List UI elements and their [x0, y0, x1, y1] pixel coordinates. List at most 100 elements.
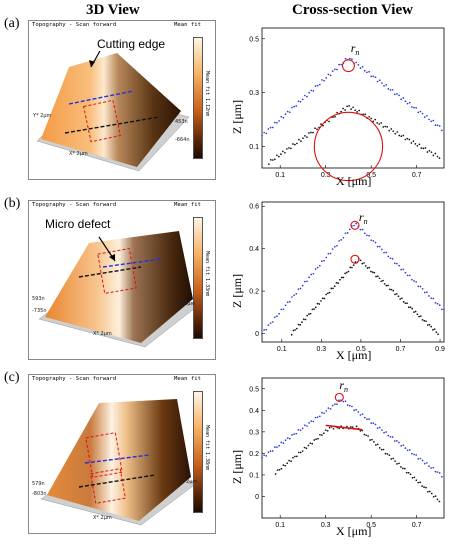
- topography-panel-a: Topography - Scan forward Mean fit Cutti…: [28, 20, 216, 180]
- y-tick-label: 0: [255, 494, 259, 501]
- blue-data-point: [312, 420, 315, 423]
- black-data-point: [367, 435, 369, 437]
- blue-data-point: [316, 416, 319, 419]
- black-data-point: [411, 477, 414, 479]
- blue-data-point: [400, 445, 403, 447]
- black-data-point: [359, 259, 362, 262]
- black-data-point: [267, 163, 270, 166]
- black-data-point: [426, 151, 429, 153]
- blue-data-point: [406, 274, 409, 277]
- blue-data-point: [396, 93, 398, 95]
- black-data-point: [328, 291, 331, 294]
- black-data-point: [382, 126, 385, 128]
- blue-data-point: [299, 429, 302, 432]
- x-tick-label: 0.3: [321, 522, 331, 529]
- blue-data-point: [314, 268, 317, 270]
- black-data-point: [376, 122, 379, 124]
- black-data-point: [346, 425, 348, 428]
- blue-data-point: [372, 75, 375, 78]
- black-data-point: [337, 282, 340, 284]
- blue-data-point: [263, 131, 265, 134]
- black-data-point: [302, 137, 304, 140]
- black-data-point: [394, 132, 397, 135]
- black-data-point: [347, 270, 350, 273]
- black-data-point: [295, 455, 298, 458]
- blue-data-point: [355, 222, 358, 225]
- black-data-point: [404, 302, 407, 305]
- blue-data-point: [441, 129, 443, 132]
- y-axis-title: Z [μm]: [230, 273, 244, 308]
- blue-data-point: [265, 454, 268, 457]
- black-data-point: [305, 447, 308, 450]
- cross-section-plot: 0.1 0.3 0.5 0.7 0.9 0 0.2 0.4 0.6 rn: [249, 201, 445, 353]
- x-axis-label: X* 2μm: [69, 151, 88, 157]
- x-tick-label: 0.5: [366, 172, 376, 179]
- y-tick-label: 0.1: [249, 472, 259, 479]
- black-data-point: [418, 315, 420, 318]
- blue-data-point: [325, 256, 328, 259]
- blue-data-point: [383, 85, 385, 87]
- black-data-point: [308, 132, 310, 134]
- annotation-micro-defect: Micro defect: [43, 217, 113, 231]
- black-data-point: [437, 333, 439, 336]
- topography-title: Topography - Scan forward: [32, 202, 117, 208]
- x-tick-label: 0.7: [412, 172, 422, 179]
- rn-subscript: n: [364, 217, 368, 226]
- black-data-point: [398, 462, 400, 465]
- blue-data-point: [348, 57, 351, 60]
- y-tick-label: 0.2: [249, 289, 259, 296]
- black-data-point: [333, 285, 336, 288]
- black-data-point: [421, 318, 424, 321]
- x-tick-label: 0.3: [321, 172, 331, 179]
- black-data-point: [332, 427, 335, 430]
- blue-data-point: [374, 76, 377, 79]
- blue-data-point: [299, 100, 302, 103]
- blue-data-point: [387, 88, 390, 90]
- blue-data-point: [342, 400, 345, 403]
- blue-data-point: [333, 403, 336, 405]
- blue-data-point: [308, 91, 310, 94]
- blue-data-point: [340, 239, 343, 241]
- black-data-point: [300, 140, 302, 142]
- z-bottom-label: -735n: [32, 308, 47, 314]
- blue-data-point: [265, 132, 268, 135]
- black-data-point: [362, 113, 365, 116]
- blue-data-point: [434, 301, 437, 304]
- black-data-point: [385, 284, 388, 287]
- blue-data-point: [385, 251, 388, 254]
- blue-data-point: [340, 63, 343, 66]
- black-data-point: [313, 439, 316, 441]
- black-data-point: [321, 297, 324, 300]
- black-data-point: [319, 433, 321, 436]
- black-data-point: [306, 314, 309, 317]
- blue-data-point: [306, 280, 308, 283]
- blue-data-point: [404, 100, 407, 103]
- blue-data-point: [361, 228, 364, 231]
- black-data-point: [430, 325, 433, 328]
- plot-frame: [261, 201, 445, 343]
- blue-data-point: [278, 312, 280, 315]
- blue-data-point: [336, 403, 338, 406]
- black-data-point: [340, 110, 342, 113]
- blue-data-point: [374, 241, 377, 244]
- blue-data-point: [288, 300, 291, 303]
- y-tick-label: 0: [255, 331, 259, 338]
- black-data-point: [282, 150, 284, 153]
- black-data-point: [290, 333, 293, 336]
- blue-data-point: [297, 100, 300, 103]
- black-data-point: [390, 458, 393, 460]
- black-data-point: [434, 152, 437, 155]
- black-data-point: [352, 106, 354, 109]
- blue-data-point: [426, 291, 428, 294]
- blue-data-point: [366, 418, 368, 421]
- black-data-point: [314, 127, 316, 130]
- black-data-point: [278, 468, 281, 471]
- blue-data-point: [263, 329, 265, 331]
- x-axis-label: X* 2μm: [93, 515, 112, 521]
- black-data-point: [438, 500, 441, 503]
- blue-data-point: [310, 273, 313, 276]
- black-data-point: [351, 266, 353, 269]
- blue-data-point: [389, 435, 392, 438]
- annotation-cutting-edge: Cutting edge: [95, 37, 168, 51]
- blue-data-point: [428, 118, 430, 121]
